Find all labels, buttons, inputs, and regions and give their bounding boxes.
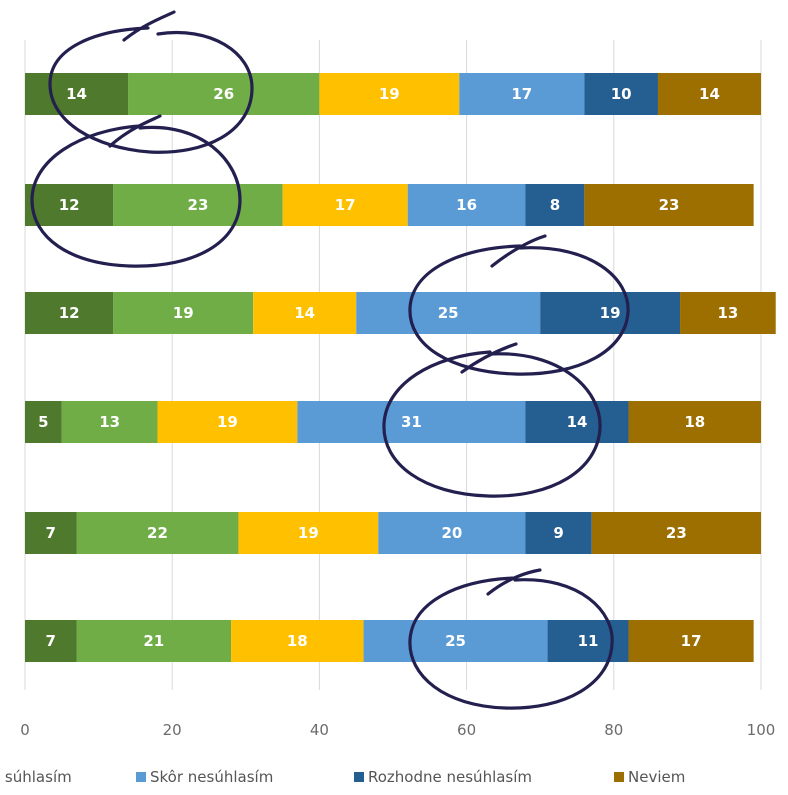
bar-segment <box>547 620 629 662</box>
data-label: 17 <box>335 196 356 214</box>
data-label: 11 <box>578 632 599 650</box>
legend-item: Rozhodne nesúhlasím <box>354 768 532 786</box>
bar-segment <box>238 512 379 554</box>
data-label: 19 <box>600 304 621 322</box>
bar-segment <box>584 73 658 115</box>
bar-segment <box>628 401 761 443</box>
bar-segment <box>628 620 754 662</box>
data-label: 5 <box>38 413 48 431</box>
data-label: 21 <box>143 632 164 650</box>
bar-segment <box>282 184 408 226</box>
circle-annotation <box>30 114 242 268</box>
bar-segment <box>540 292 681 334</box>
data-label: 12 <box>59 196 80 214</box>
data-label: 9 <box>553 524 563 542</box>
data-label: 23 <box>188 196 209 214</box>
data-label: 19 <box>298 524 319 542</box>
bar-segment <box>231 620 364 662</box>
data-label: 20 <box>441 524 462 542</box>
bar-segment <box>319 73 460 115</box>
bar-segment <box>113 292 254 334</box>
data-label: 22 <box>147 524 168 542</box>
bar-segment <box>657 73 761 115</box>
data-label: 19 <box>217 413 238 431</box>
data-label: 7 <box>46 524 56 542</box>
bar-segment <box>525 184 585 226</box>
data-label: 14 <box>294 304 315 322</box>
data-label: 14 <box>699 85 720 103</box>
circle-annotation <box>382 342 602 498</box>
legend-swatch <box>614 772 624 782</box>
legend-item: Skôr nesúhlasím <box>136 768 273 786</box>
bar-segment <box>253 292 357 334</box>
bar-segment <box>157 401 298 443</box>
x-tick-label: 60 <box>457 721 476 739</box>
data-label: 19 <box>173 304 194 322</box>
legend-swatch <box>136 772 146 782</box>
legend-label: Neviem <box>628 768 686 786</box>
bar-segment <box>525 401 629 443</box>
data-label: 12 <box>59 304 80 322</box>
x-tick-label: 80 <box>604 721 623 739</box>
x-tick-label: 0 <box>20 721 30 739</box>
x-tick-label: 100 <box>747 721 776 739</box>
bar-segment <box>297 401 526 443</box>
data-label: 17 <box>681 632 702 650</box>
data-label: 13 <box>717 304 738 322</box>
data-label: 13 <box>99 413 120 431</box>
legend-item: Neviem <box>614 768 685 786</box>
legend-label: i súhlasím <box>0 768 72 786</box>
bar-segment <box>459 73 585 115</box>
data-label: 19 <box>379 85 400 103</box>
legend-label: Skôr nesúhlasím <box>150 768 274 786</box>
data-label: 18 <box>684 413 705 431</box>
data-label: 8 <box>550 196 560 214</box>
data-label: 16 <box>456 196 477 214</box>
bar-segment <box>378 512 526 554</box>
legend-label: Rozhodne nesúhlasím <box>368 768 533 786</box>
data-label: 31 <box>401 413 422 431</box>
data-label: 14 <box>567 413 588 431</box>
bar-segment <box>363 620 548 662</box>
bar-segment <box>525 512 592 554</box>
bar-segment <box>407 184 526 226</box>
x-tick-label: 40 <box>310 721 329 739</box>
bar-segment <box>356 292 541 334</box>
bar-segment <box>680 292 776 334</box>
bar-segment <box>25 512 77 554</box>
data-label: 23 <box>666 524 687 542</box>
hand-drawn-circle-annotations <box>30 10 630 710</box>
circle-annotation <box>48 10 254 154</box>
data-label: 25 <box>438 304 459 322</box>
data-label: 25 <box>445 632 466 650</box>
legend-swatch <box>354 772 364 782</box>
data-label: 17 <box>511 85 532 103</box>
x-tick-label: 20 <box>163 721 182 739</box>
bar-segment <box>591 512 761 554</box>
bar-segment <box>25 184 114 226</box>
bar-segment <box>76 512 239 554</box>
bar-segment <box>25 292 114 334</box>
data-label: 23 <box>659 196 680 214</box>
legend-item: i súhlasím <box>0 768 72 786</box>
bar-segment <box>25 620 77 662</box>
bar-segment <box>25 73 129 115</box>
circle-annotation <box>408 568 614 710</box>
data-label: 7 <box>46 632 56 650</box>
bar-segment <box>113 184 283 226</box>
bar-segment <box>61 401 158 443</box>
data-label: 18 <box>287 632 308 650</box>
bar-segment <box>128 73 320 115</box>
circle-annotation <box>408 234 630 376</box>
bar-segment <box>76 620 232 662</box>
data-label: 14 <box>66 85 87 103</box>
data-label: 10 <box>611 85 632 103</box>
bar-segment <box>25 401 62 443</box>
bar-segment <box>584 184 754 226</box>
data-label: 26 <box>213 85 234 103</box>
